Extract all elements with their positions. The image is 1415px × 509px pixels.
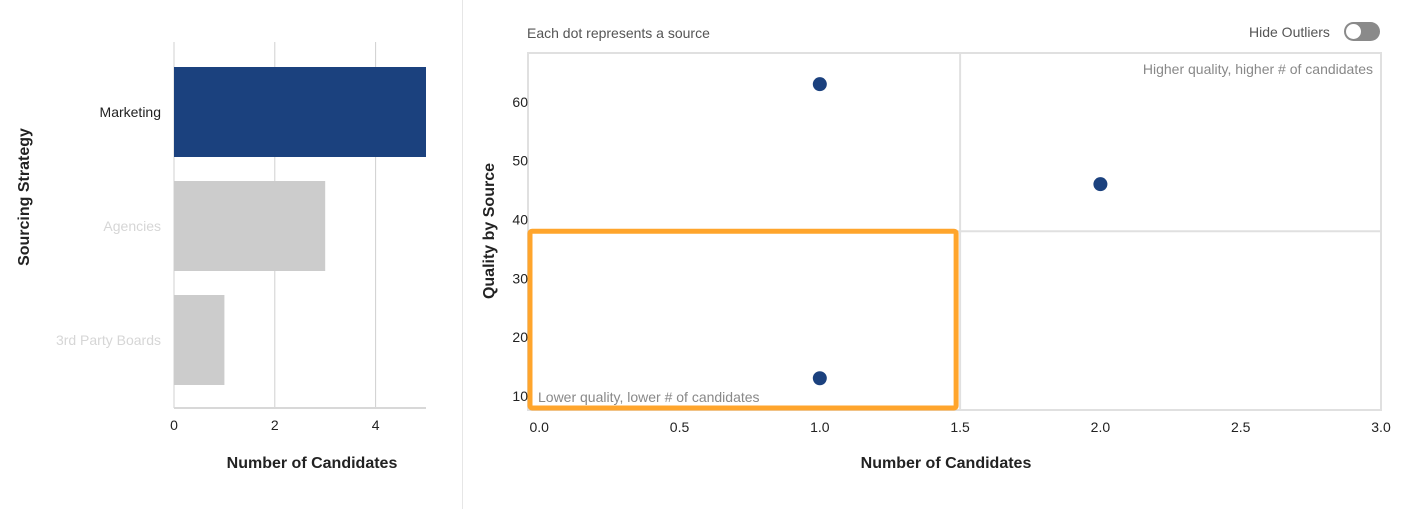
scatter-y-tick-label: 50 <box>512 153 528 169</box>
quadrant-label-top-right: Higher quality, higher # of candidates <box>1142 61 1373 77</box>
bar-category-label: Marketing <box>100 104 161 120</box>
scatter-x-tick-label: 1.0 <box>810 419 830 435</box>
scatter-x-axis-title: Number of Candidates <box>860 455 1032 472</box>
scatter-y-tick-label: 20 <box>512 329 528 345</box>
bar-chart: 0 2 4 Marketing Agencies 3rd Party Boards <box>56 42 426 433</box>
bar-x-axis-title: Number of Candidates <box>226 455 398 472</box>
hide-outliers-toggle[interactable] <box>1344 22 1380 41</box>
scatter-note: Each dot represents a source <box>527 25 710 41</box>
bar-x-tick-label: 4 <box>372 417 380 433</box>
panel-divider <box>462 0 463 509</box>
highlight-box <box>527 228 959 411</box>
scatter-x-tick-label: 1.5 <box>950 419 970 435</box>
scatter-y-tick-label: 10 <box>512 388 528 404</box>
scatter-y-tick-label: 40 <box>512 211 528 227</box>
bar-marketing <box>174 67 426 157</box>
bar-3rd-party-boards <box>174 295 225 385</box>
toggle-knob <box>1346 24 1361 39</box>
scatter-y-tick-label: 30 <box>512 270 528 286</box>
scatter-y-axis-title: Quality by Source <box>481 162 498 300</box>
scatter-x-tick-label: 3.0 <box>1371 419 1391 435</box>
scatter-x-tick-label: 2.0 <box>1091 419 1111 435</box>
quadrant-label-bottom-left: Lower quality, lower # of candidates <box>538 389 760 405</box>
scatter-point <box>812 77 827 92</box>
hide-outliers-label: Hide Outliers <box>1249 24 1330 40</box>
scatter-point <box>812 371 827 386</box>
bar-x-tick-label: 0 <box>170 417 178 433</box>
scatter-y-tick-label: 60 <box>512 94 528 110</box>
scatter-point <box>1093 177 1108 192</box>
scatter-x-tick-label: 0.0 <box>529 419 549 435</box>
bar-category-label: Agencies <box>103 218 161 234</box>
bar-agencies <box>174 181 326 271</box>
scatter-x-tick-label: 0.5 <box>670 419 690 435</box>
scatter-x-tick-label: 2.5 <box>1231 419 1251 435</box>
bar-x-tick-label: 2 <box>271 417 279 433</box>
bar-category-label: 3rd Party Boards <box>56 332 161 348</box>
